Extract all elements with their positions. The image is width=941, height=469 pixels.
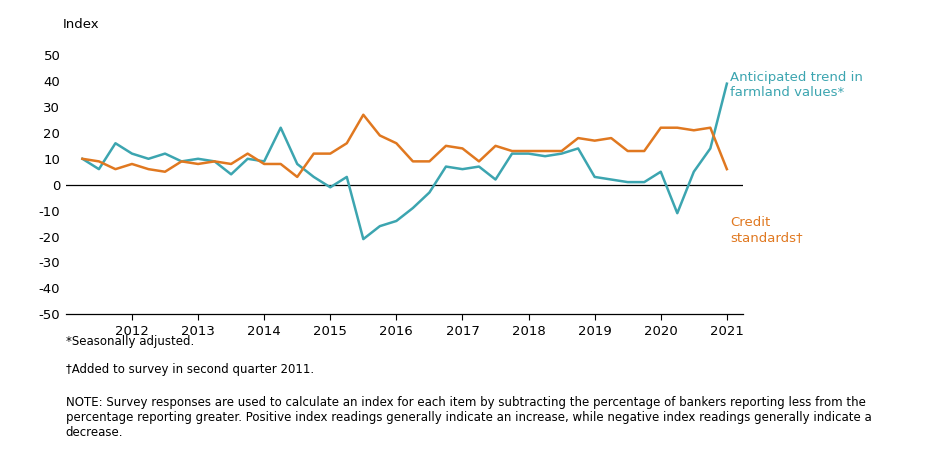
- Text: NOTE: Survey responses are used to calculate an index for each item by subtracti: NOTE: Survey responses are used to calcu…: [66, 396, 871, 439]
- Text: Credit
standards†: Credit standards†: [730, 216, 803, 244]
- Text: †Added to survey in second quarter 2011.: †Added to survey in second quarter 2011.: [66, 363, 314, 377]
- Text: Index: Index: [62, 18, 99, 31]
- Text: *Seasonally adjusted.: *Seasonally adjusted.: [66, 335, 194, 348]
- Text: Anticipated trend in
farmland values*: Anticipated trend in farmland values*: [730, 71, 863, 98]
